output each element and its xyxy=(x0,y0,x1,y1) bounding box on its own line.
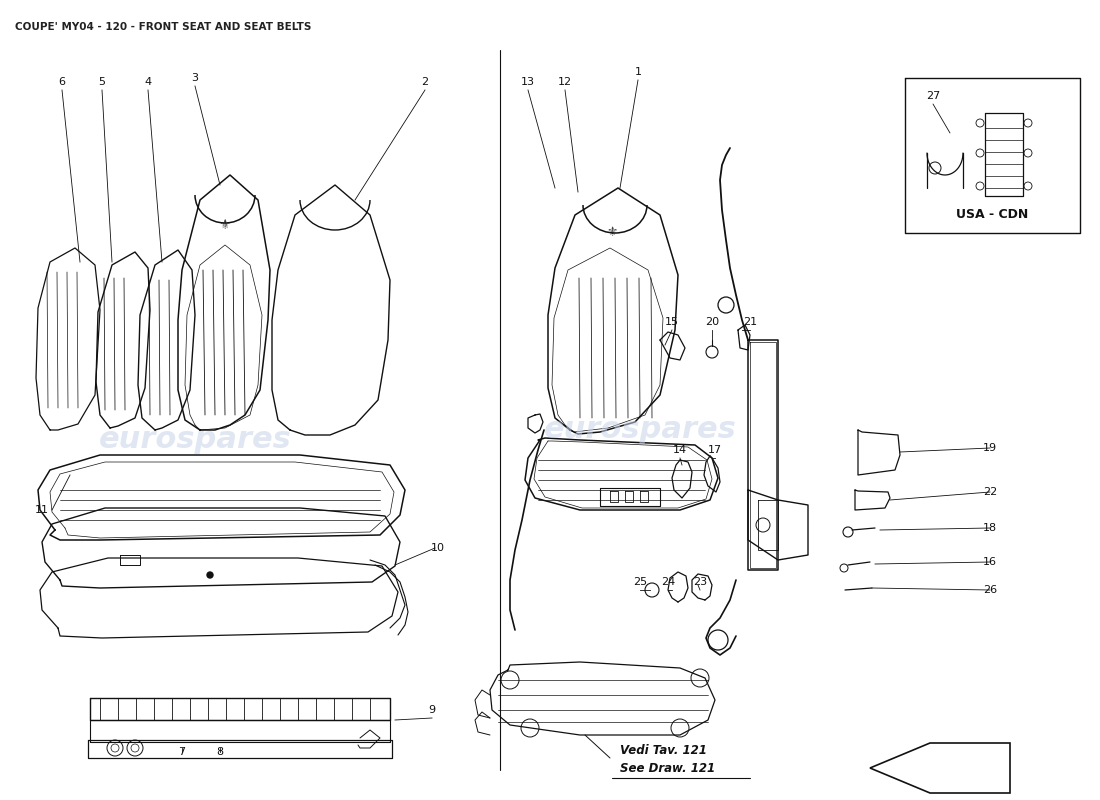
Text: eurospares: eurospares xyxy=(543,415,736,445)
Text: 20: 20 xyxy=(705,317,719,327)
Text: USA - CDN: USA - CDN xyxy=(956,209,1028,222)
Text: 4: 4 xyxy=(144,77,152,87)
Text: 26: 26 xyxy=(983,585,997,595)
Text: 3: 3 xyxy=(191,73,198,83)
Text: ⚜: ⚜ xyxy=(219,218,231,232)
Text: 24: 24 xyxy=(661,577,675,587)
Text: 27: 27 xyxy=(926,91,940,101)
Text: 25: 25 xyxy=(632,577,647,587)
Text: 23: 23 xyxy=(693,577,707,587)
Text: 11: 11 xyxy=(35,505,50,515)
Text: 10: 10 xyxy=(431,543,446,553)
Text: 5: 5 xyxy=(99,77,106,87)
Text: 8: 8 xyxy=(217,747,223,757)
Text: 7: 7 xyxy=(178,747,186,757)
Text: 19: 19 xyxy=(983,443,997,453)
Text: 21: 21 xyxy=(742,317,757,327)
Text: See Draw. 121: See Draw. 121 xyxy=(620,762,715,774)
Text: eurospares: eurospares xyxy=(99,426,292,454)
Text: 2: 2 xyxy=(421,77,429,87)
Circle shape xyxy=(207,572,213,578)
Text: 6: 6 xyxy=(58,77,66,87)
Text: ⚜: ⚜ xyxy=(606,226,617,238)
Text: 1: 1 xyxy=(635,67,641,77)
Text: 15: 15 xyxy=(666,317,679,327)
Text: 9: 9 xyxy=(428,705,436,715)
Text: 18: 18 xyxy=(983,523,997,533)
Text: COUPE' MY04 - 120 - FRONT SEAT AND SEAT BELTS: COUPE' MY04 - 120 - FRONT SEAT AND SEAT … xyxy=(15,22,311,32)
Text: 16: 16 xyxy=(983,557,997,567)
Text: 14: 14 xyxy=(673,445,688,455)
Text: 22: 22 xyxy=(983,487,997,497)
Text: 13: 13 xyxy=(521,77,535,87)
Text: 17: 17 xyxy=(708,445,722,455)
Text: 12: 12 xyxy=(558,77,572,87)
Text: Vedi Tav. 121: Vedi Tav. 121 xyxy=(620,743,707,757)
